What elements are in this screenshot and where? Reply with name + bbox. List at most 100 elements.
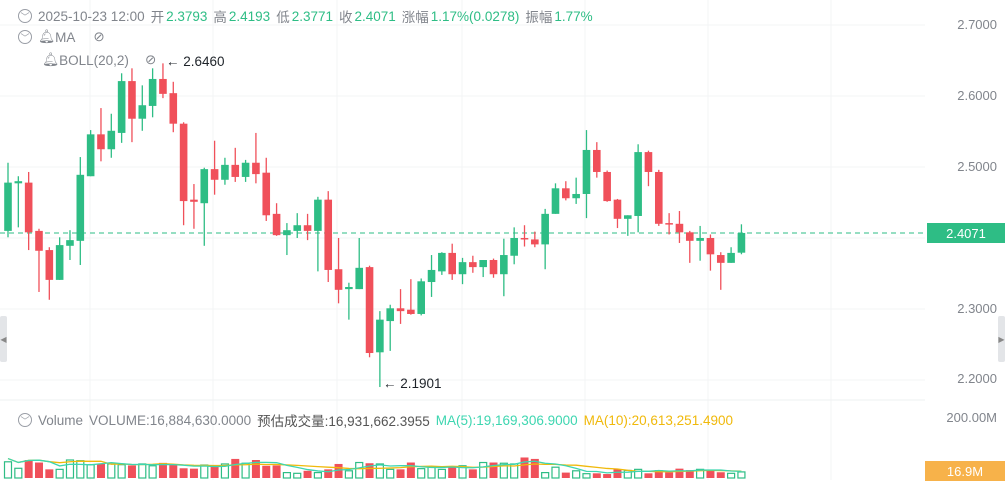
volume-bar-up	[3, 461, 13, 479]
collapse-icon[interactable]: ﹀	[18, 9, 32, 23]
volume-bar-down	[365, 463, 374, 478]
volume-ma5-line	[7, 457, 742, 474]
candle-up	[500, 255, 508, 275]
candle-down	[654, 171, 663, 224]
candle-up	[376, 319, 384, 353]
volume-bar-down	[334, 463, 343, 478]
volume-bar-down	[231, 458, 240, 478]
candle-down	[706, 238, 715, 255]
eye-off-icon[interactable]: ⊘	[144, 52, 157, 67]
candle-up	[14, 181, 23, 184]
candle-down	[303, 225, 312, 231]
candle-down	[613, 199, 622, 219]
scroll-left-handle[interactable]: ◀	[0, 316, 7, 362]
volume-bar-down	[251, 460, 260, 478]
volume-bar-down	[644, 473, 653, 478]
volume-bar-down	[520, 457, 529, 478]
amplitude-value: 1.77%	[554, 8, 593, 24]
candle-up	[221, 164, 229, 180]
volume-bar-down	[324, 469, 333, 478]
volume-bar-up	[117, 464, 126, 479]
open-label: 开	[150, 10, 165, 25]
amplitude-label: 振幅	[525, 10, 553, 25]
ma-label[interactable]: MA	[55, 29, 76, 45]
volume-bar-up	[479, 461, 488, 479]
volume-bar-up	[220, 463, 230, 479]
boll-label[interactable]: BOLL(20,2)	[59, 52, 129, 68]
collapse-icon[interactable]: ﹀	[18, 413, 32, 427]
candle-up	[283, 230, 291, 236]
candle-up	[148, 78, 157, 106]
volume-bar-down	[262, 465, 271, 478]
candle-up	[355, 267, 364, 290]
candle-up	[696, 238, 704, 241]
candle-down	[448, 252, 456, 275]
volume-bar-down	[127, 465, 136, 478]
volume-bar-down	[158, 462, 167, 478]
volume-bar-up	[344, 470, 353, 479]
candle-up	[572, 193, 580, 199]
bell-icon[interactable]: 🔔︎	[42, 52, 60, 67]
candle-down	[45, 250, 54, 280]
candle-up	[314, 199, 322, 231]
volume-bar-up	[355, 461, 364, 479]
close-label: 收	[338, 10, 353, 25]
volume-bar-down	[675, 468, 684, 478]
price-tick: 2.2000	[957, 371, 997, 386]
volume-bar-up	[86, 464, 95, 479]
volume-bar-down	[169, 465, 178, 478]
change-label: 涨幅	[401, 10, 429, 25]
eye-off-icon[interactable]: ⊘	[93, 29, 105, 44]
candle-down	[407, 309, 415, 314]
candle-up	[479, 260, 487, 268]
candle-up	[438, 252, 446, 272]
volume-bar-up	[76, 460, 85, 479]
volume-bar-down	[96, 463, 105, 478]
candle-down	[665, 223, 673, 225]
volume-bar-down	[468, 469, 477, 478]
scroll-right-handle[interactable]: ▶	[998, 316, 1005, 362]
volume-bar-up	[417, 468, 426, 479]
candle-down	[231, 164, 240, 177]
candle-up	[293, 225, 302, 231]
candle-up	[345, 286, 353, 290]
candle-down	[128, 81, 136, 119]
volume-axis-max: 200.00M	[946, 410, 997, 425]
volume-bar-down	[189, 468, 198, 478]
collapse-icon[interactable]: ﹀	[18, 30, 32, 44]
candle-down	[35, 230, 43, 251]
current-price-tag: 2.4071	[927, 223, 1005, 243]
volume-ma10: MA(10):20,613,251.4900	[583, 412, 733, 428]
volume-ma5: MA(5):19,169,306.9000	[435, 412, 578, 428]
close-value: 2.4071	[354, 8, 396, 24]
bell-icon[interactable]: 🔔︎	[38, 29, 56, 44]
volume-bar-down	[489, 462, 498, 478]
volume-bar-up	[65, 459, 75, 479]
candle-up	[107, 130, 116, 150]
candle-down	[24, 182, 33, 233]
candle-down	[190, 199, 198, 202]
candle-up	[66, 240, 74, 246]
candle-up	[386, 308, 395, 322]
candle-down	[469, 262, 477, 268]
volume-bar-down	[530, 458, 539, 478]
candle-up	[241, 162, 250, 177]
volume-value: VOLUME:16,884,630.0000	[89, 412, 252, 428]
volume-bar-up	[582, 473, 591, 479]
volume-title: Volume	[38, 412, 84, 428]
candle-up	[4, 182, 12, 231]
candle-up	[727, 252, 735, 263]
open-value: 2.3793	[166, 8, 208, 24]
volume-bar-down	[665, 472, 674, 478]
volume-bar-up	[696, 468, 705, 479]
candle-down	[644, 152, 653, 172]
volume-bar-down	[272, 465, 281, 478]
price-tick: 2.5000	[957, 159, 997, 174]
volume-bar-up	[541, 472, 550, 479]
candle-up	[117, 81, 126, 133]
volume-bar-up	[200, 464, 209, 479]
volume-bar-up	[14, 467, 23, 479]
candle-down	[252, 162, 260, 175]
volume-bar-up	[551, 466, 560, 479]
